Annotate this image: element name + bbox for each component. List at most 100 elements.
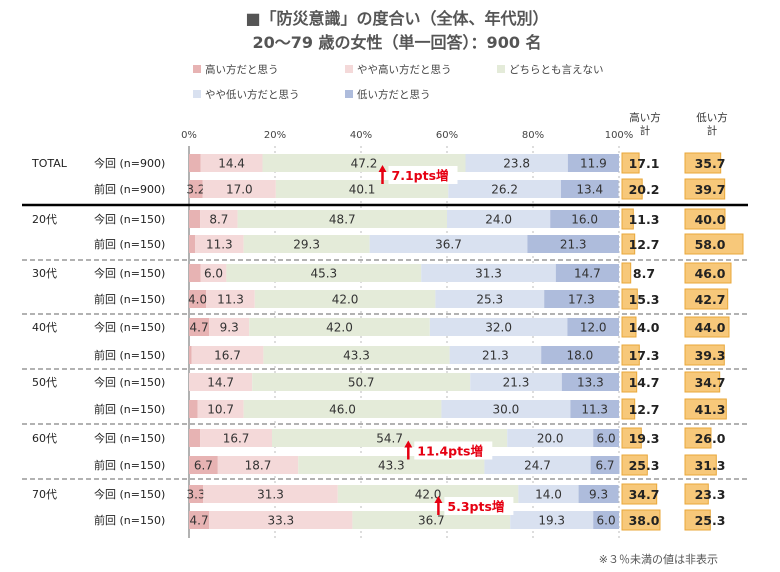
low-total-bar [684,262,732,284]
data-label: 13.4 [576,183,603,197]
bar-segment [435,290,545,308]
data-label: 3.2 [186,183,205,197]
annotation-text: 5.3pts増 [447,499,504,514]
bar-segment [541,346,619,364]
bar-segment [263,346,450,364]
high-total-bar [621,344,640,366]
data-label: 6.0 [597,514,616,528]
high-total-bar [621,371,638,393]
increase-arrow [404,440,413,460]
data-label: 17.3 [568,293,595,307]
low-total-bar [684,371,721,393]
bar-segment [570,400,619,418]
low-total-bar [684,152,722,174]
bar-segment [189,346,192,364]
data-label: 14.7 [207,376,234,390]
annotation-background [388,166,458,184]
data-label: 6.0 [204,267,223,281]
low-total-bar [684,178,726,200]
bar-segment [441,400,571,418]
bar-segment [200,210,238,228]
bar-segment [252,373,471,391]
bar-segment [200,429,272,447]
data-label: 23.8 [503,157,530,171]
bar-segment [561,373,619,391]
high-total-bar [621,509,661,531]
high-total-bar [621,208,634,230]
data-label: 42.0 [415,488,442,502]
low-total-label: 34.7 [695,375,726,390]
high-total-label: 15.3 [629,292,660,307]
legend-swatch [345,65,353,73]
bar-segment [447,210,551,228]
low-total-bar [684,454,717,476]
data-label: 36.7 [435,238,462,252]
group-label: 40代 [32,321,57,334]
low-total-bar [684,398,727,420]
chart-title: ■「防災意識」の度合い（全体、年代別） [245,9,548,28]
data-label: 12.0 [580,321,607,335]
low-total-label: 58.0 [695,237,726,252]
bar-segment [189,429,201,447]
bar-segment [209,511,353,529]
bar-segment [544,290,619,308]
bar-segment [484,456,591,474]
bar-segment [465,154,568,172]
group-label: 20代 [32,213,57,226]
bar-segment [352,511,511,529]
row-label: 今回 (n=150) [94,431,165,445]
group-label: 30代 [32,267,57,280]
data-label: 19.3 [538,514,565,528]
row-label: 前回 (n=150) [94,402,165,416]
bar-segment [189,235,196,253]
bar-segment [209,318,250,336]
data-label: 9.3 [589,488,608,502]
bar-segment [243,235,370,253]
bar-segment [189,290,207,308]
bar-segment [226,264,422,282]
data-label: 16.7 [214,349,241,363]
high-total-label: 8.7 [633,266,655,281]
data-label: 11.3 [581,403,608,417]
low-total-label: 25.3 [695,513,726,528]
x-tick-label: 0% [181,130,197,141]
bar-segment [593,429,619,447]
data-label: 16.7 [223,432,250,446]
high-total-label: 14.7 [629,375,660,390]
high-total-bar [621,398,636,420]
bar-segment [369,235,528,253]
data-label: 30.0 [493,403,520,417]
high-total-label: 19.3 [629,431,660,446]
bar-segment [527,235,619,253]
row-label: 今回 (n=150) [94,487,165,501]
data-label: 11.3 [206,238,233,252]
row-label: 前回 (n=150) [94,348,165,362]
data-label: 26.2 [491,183,518,197]
data-label: 29.3 [293,238,320,252]
data-label: 25.3 [476,293,503,307]
bar-segment [429,318,568,336]
bar-segment [560,180,619,198]
low-total-bar [684,427,712,449]
data-label: 9.3 [220,321,239,335]
data-label: 42.0 [326,321,353,335]
low-total-bar [684,509,711,531]
data-label: 42.0 [332,293,359,307]
x-tick-label: 40% [350,130,372,141]
high-total-label: 11.3 [629,212,660,227]
data-label: 18.0 [567,349,594,363]
bar-segment [189,264,201,282]
low-total-label: 41.3 [695,402,726,417]
data-label: 18.7 [245,459,272,473]
high-total-bar [621,178,643,200]
bar-segment [200,264,227,282]
bar-segment [202,180,276,198]
data-label: 31.3 [475,267,502,281]
high-total-bar [621,288,638,310]
data-label: 4.7 [190,321,209,335]
row-label: 今回 (n=900) [94,156,165,170]
row-label: 前回 (n=150) [94,237,165,251]
row-label: 前回 (n=900) [94,182,165,196]
high-total-bar [621,454,648,476]
legend-swatch [193,90,201,98]
